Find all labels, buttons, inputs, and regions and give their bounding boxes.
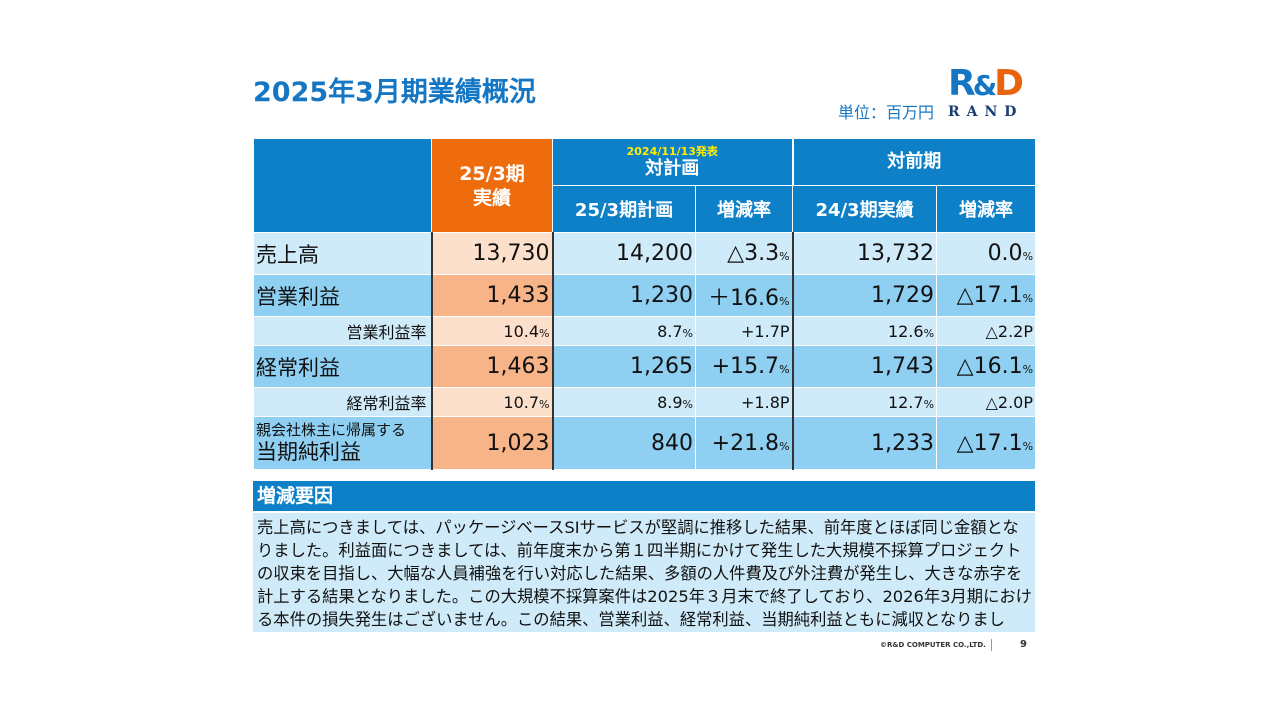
prev-rate: △2.0P (936, 387, 1037, 417)
plan-rate: △3.3% (694, 232, 794, 275)
plan-rate: +21.8% (694, 416, 794, 470)
row-label: 売上高 (253, 232, 432, 275)
prev-value: 12.7% (791, 387, 938, 417)
plan-value: 1,265 (551, 345, 696, 388)
header-blank (253, 138, 432, 233)
table-row: 経常利益率 10.7% 8.9% +1.8P 12.7% △2.0P (253, 387, 1037, 417)
prev-rate: △2.2P (936, 316, 1037, 346)
plan-value: 8.9% (551, 387, 696, 417)
header-plan-col: 25/3期計画 (552, 185, 696, 233)
prev-value: 12.6% (791, 316, 938, 346)
table-row: 売上高 13,730 14,200 △3.3% 13,732 0.0% (253, 232, 1037, 275)
performance-table: 25/3期 実績 2024/11/13発表 対計画 対前期 25/3期計画 増減… (253, 138, 1037, 470)
plan-announce-date: 2024/11/13発表 (626, 144, 718, 158)
actual-value: 13,730 (430, 232, 553, 275)
header-prev-rate: 増減率 (936, 185, 1037, 233)
plan-rate: +15.7% (694, 345, 794, 388)
prev-rate: 0.0% (936, 232, 1037, 275)
page-number: 9 (1020, 639, 1027, 650)
footer-divider (991, 639, 992, 651)
copyright: ©R&D COMPUTER CO.,LTD. (880, 641, 986, 649)
table-row: 親会社株主に帰属する 当期純利益 1,023 840 +21.8% 1,233 … (253, 416, 1037, 470)
prev-value: 1,729 (791, 274, 938, 317)
plan-rate: +1.7P (694, 316, 794, 346)
actual-value: 10.4% (430, 316, 553, 346)
row-label: 営業利益率 (253, 316, 432, 346)
row-label: 営業利益 (253, 274, 432, 317)
row-label: 親会社株主に帰属する 当期純利益 (253, 416, 432, 470)
actual-value: 1,023 (430, 416, 553, 470)
table-row: 営業利益率 10.4% 8.7% +1.7P 12.6% △2.2P (253, 316, 1037, 346)
prev-rate: △16.1% (936, 345, 1037, 388)
header-prev-group: 対前期 (791, 138, 1037, 186)
prev-rate: △17.1% (936, 274, 1037, 317)
page-title: 2025年3月期業績概況 (253, 77, 536, 108)
plan-value: 8.7% (551, 316, 696, 346)
plan-rate: ＋16.6% (694, 274, 794, 317)
header-actual: 25/3期 実績 (431, 138, 553, 233)
prev-value: 1,233 (791, 416, 938, 470)
plan-value: 840 (551, 416, 696, 470)
company-logo: R&D RAND (946, 66, 1030, 122)
plan-rate: +1.8P (694, 387, 794, 417)
reason-heading: 増減要因 (253, 481, 1035, 511)
header-plan-rate: 増減率 (694, 185, 794, 233)
row-label: 経常利益 (253, 345, 432, 388)
plan-value: 1,230 (551, 274, 696, 317)
table-row: 経常利益 1,463 1,265 +15.7% 1,743 △16.1% (253, 345, 1037, 388)
logo-mark: R&D (948, 63, 1024, 104)
reason-body: 売上高につきましては、パッケージベースSIサービスが堅調に推移した結果、前年度と… (253, 513, 1035, 632)
actual-value: 10.7% (430, 387, 553, 417)
prev-value: 13,732 (791, 232, 938, 275)
plan-value: 14,200 (551, 232, 696, 275)
header-plan-group: 2024/11/13発表 対計画 (551, 138, 794, 186)
prev-value: 1,743 (791, 345, 938, 388)
header-prev-col: 24/3期実績 (792, 185, 938, 233)
row-label: 経常利益率 (253, 387, 432, 417)
unit-label: 単位：百万円 (838, 103, 935, 122)
actual-value: 1,433 (430, 274, 553, 317)
logo-text: RAND (948, 104, 1024, 120)
prev-rate: △17.1% (936, 416, 1037, 470)
actual-value: 1,463 (430, 345, 553, 388)
table-row: 営業利益 1,433 1,230 ＋16.6% 1,729 △17.1% (253, 274, 1037, 317)
